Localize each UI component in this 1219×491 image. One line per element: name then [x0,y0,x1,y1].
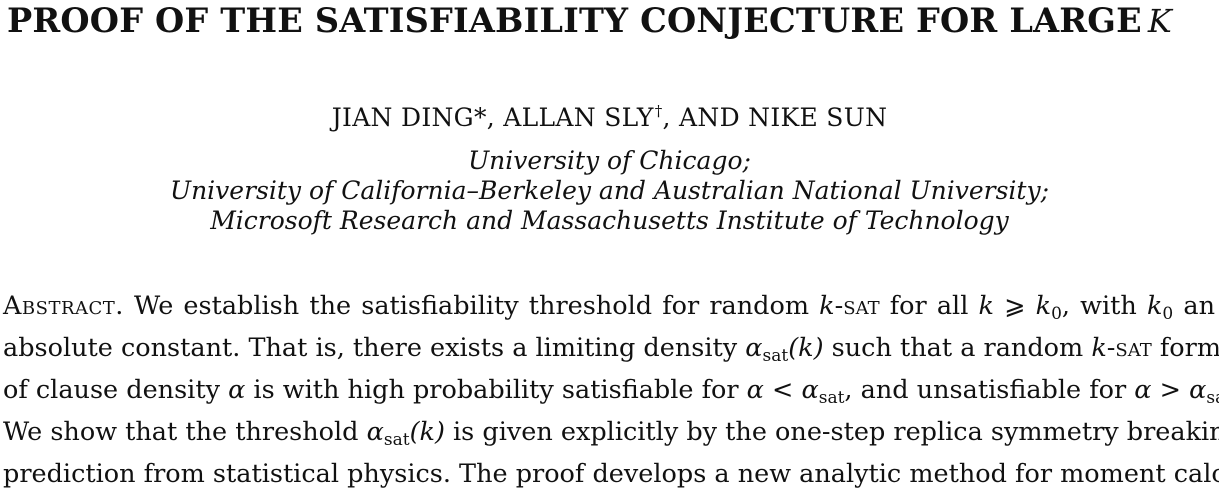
abstract-line-1: Abstract. We establish the satisfiabilit… [3,289,1215,331]
author-separator: , [486,103,504,132]
math-subscript: 0 [1162,304,1174,324]
math-subscript: sat [818,388,845,408]
paper-title: PROOF OF THE SATISFIABILITY CONJECTURE F… [7,1,1212,41]
paper-title-text: PROOF OF THE SATISFIABILITY CONJECTURE F… [7,1,1142,40]
math-alpha: α [801,375,819,405]
abstract-text: an [1173,291,1216,321]
abstract-text: of clause density [3,375,229,405]
affiliation-berkeley-anu: University of California–Berkeley and Au… [170,176,1049,205]
abstract-text: , and unsatisfiable for [844,375,1135,405]
math-alpha: α [745,333,763,363]
math-k: k [1146,291,1163,321]
abstract-line-3: of clause density α is with high probabi… [3,373,1219,415]
abstract-text: is with high probability satisfiable for [245,375,747,405]
abstract-text: for all [879,291,979,321]
math-subscript: sat [1206,388,1219,408]
abstract-heading: Abstract. [3,291,124,321]
math-k: k [1035,291,1052,321]
math-k: k [819,291,835,321]
abstract-text: such that a random [823,333,1092,363]
math-k: k [978,291,994,321]
author-jian-ding: JIAN DING [331,103,474,132]
abstract-text: absolute constant. That is, there exists… [3,333,746,363]
ksat-term: -sat [834,291,880,321]
paper-title-variable: K [1147,2,1172,40]
author-separator-and: , AND [662,103,749,132]
math-alpha: α [366,417,384,447]
math-of-k: (k) [409,417,445,447]
abstract-line-5: prediction from statistical physics. The… [3,459,1219,489]
author-mark-dagger: † [654,102,663,120]
abstract: Abstract. We establish the satisfiabilit… [3,289,1219,491]
author-nike-sun: NIKE SUN [748,103,888,132]
abstract-text: is given explicitly by the one-step repl… [444,417,1219,447]
affiliations: University of Chicago; University of Cal… [0,146,1219,236]
affiliation-msr-mit: Microsoft Research and Massachusetts Ins… [210,206,1009,235]
author-line: JIAN DING*, ALLAN SLY†, AND NIKE SUN [0,95,1219,134]
math-subscript: sat [383,430,410,450]
math-of-k: (k) [788,333,824,363]
abstract-text: , with [1061,291,1147,321]
math-geq: ⩾ [993,291,1036,321]
math-subscript: sat [762,346,789,366]
math-greater-than: > [1151,375,1190,405]
math-less-than: < [763,375,802,405]
ksat-term: -sat [1106,333,1152,363]
affiliation-chicago: University of Chicago; [468,146,751,175]
abstract-text: We establish the satisfiability threshol… [123,291,820,321]
math-alpha: α [228,375,246,405]
math-alpha: α [746,375,764,405]
abstract-text: We show that the threshold [3,417,367,447]
math-subscript: 0 [1051,304,1062,324]
math-alpha: α [1134,375,1152,405]
abstract-line-2: absolute constant. That is, there exists… [3,331,1219,373]
author-mark-asterisk: * [473,103,487,132]
abstract-text: formula [1159,333,1219,363]
math-alpha: α [1189,375,1207,405]
math-k: k [1091,333,1107,363]
author-allan-sly: ALLAN SLY [503,103,654,132]
abstract-line-4: We show that the threshold αsat(k) is gi… [3,415,1219,457]
